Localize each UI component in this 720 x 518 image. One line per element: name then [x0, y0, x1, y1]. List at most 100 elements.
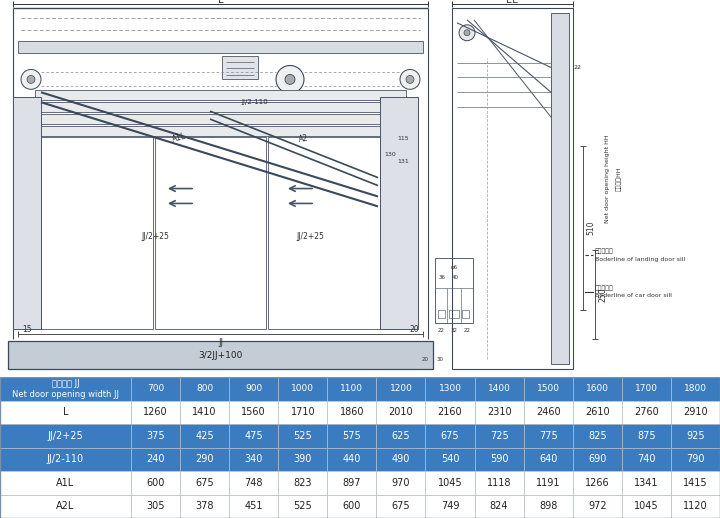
Bar: [671, 424, 720, 448]
Circle shape: [27, 76, 35, 83]
Bar: [523, 377, 572, 400]
Text: 970: 970: [392, 478, 410, 488]
Text: 575: 575: [343, 431, 361, 441]
Text: 20: 20: [421, 357, 428, 362]
Text: 36: 36: [438, 276, 446, 280]
Text: 1260: 1260: [143, 407, 168, 418]
Text: 775: 775: [539, 431, 557, 441]
Bar: [449, 310, 459, 318]
Text: EE: EE: [506, 0, 518, 5]
Text: 净开门高HH: 净开门高HH: [616, 166, 622, 191]
Bar: [0, 400, 131, 424]
Bar: [278, 471, 328, 495]
Text: 1600: 1600: [586, 384, 609, 393]
Bar: [474, 495, 523, 518]
Bar: [380, 97, 418, 329]
Bar: [328, 495, 377, 518]
Bar: [671, 495, 720, 518]
Bar: [474, 448, 523, 471]
Text: 1800: 1800: [684, 384, 707, 393]
Bar: [0, 377, 131, 400]
Bar: [551, 13, 569, 364]
Text: 2910: 2910: [683, 407, 708, 418]
Text: 700: 700: [147, 384, 164, 393]
Bar: [671, 400, 720, 424]
Text: 600: 600: [146, 478, 165, 488]
Text: 290: 290: [195, 454, 214, 464]
Text: 590: 590: [490, 454, 508, 464]
Bar: [622, 471, 671, 495]
Bar: [523, 424, 572, 448]
Bar: [278, 448, 328, 471]
Text: 240: 240: [146, 454, 165, 464]
Bar: [572, 400, 622, 424]
Bar: [229, 424, 278, 448]
Bar: [474, 400, 523, 424]
Text: 15: 15: [22, 325, 32, 334]
Text: 1100: 1100: [341, 384, 364, 393]
Bar: [377, 424, 426, 448]
Circle shape: [21, 69, 41, 89]
Text: 层门坎边线: 层门坎边线: [595, 248, 613, 254]
Bar: [523, 471, 572, 495]
Bar: [229, 400, 278, 424]
Bar: [35, 90, 406, 100]
Text: A2: A2: [298, 133, 310, 143]
Text: 451: 451: [245, 501, 263, 511]
Text: Boderline of landing door sill: Boderline of landing door sill: [595, 256, 685, 262]
Bar: [572, 448, 622, 471]
Text: 740: 740: [637, 454, 656, 464]
Text: JJ/2+25: JJ/2+25: [141, 232, 169, 241]
Bar: [377, 377, 426, 400]
Text: 800: 800: [196, 384, 213, 393]
Text: 3/2JJ+100: 3/2JJ+100: [198, 351, 243, 360]
Bar: [180, 448, 229, 471]
Bar: [35, 102, 406, 112]
Text: 675: 675: [392, 501, 410, 511]
Text: 823: 823: [294, 478, 312, 488]
Bar: [328, 424, 377, 448]
Text: 1710: 1710: [290, 407, 315, 418]
Bar: [131, 448, 180, 471]
Bar: [41, 137, 153, 329]
Bar: [523, 400, 572, 424]
Text: 875: 875: [637, 431, 656, 441]
Text: 305: 305: [146, 501, 165, 511]
Bar: [222, 55, 258, 79]
Bar: [435, 258, 473, 323]
Text: 1191: 1191: [536, 478, 560, 488]
Bar: [426, 377, 474, 400]
Circle shape: [406, 76, 414, 83]
Circle shape: [459, 25, 475, 41]
Text: 1400: 1400: [487, 384, 510, 393]
Text: 净开门宽 JJ
Net door opening width JJ: 净开门宽 JJ Net door opening width JJ: [12, 379, 119, 399]
Text: 340: 340: [245, 454, 263, 464]
Bar: [671, 377, 720, 400]
Bar: [180, 424, 229, 448]
Text: 824: 824: [490, 501, 508, 511]
Text: 1560: 1560: [241, 407, 266, 418]
Bar: [131, 424, 180, 448]
Text: 640: 640: [539, 454, 557, 464]
Bar: [523, 448, 572, 471]
Circle shape: [285, 75, 295, 84]
Text: 115: 115: [397, 136, 409, 141]
Bar: [426, 471, 474, 495]
Bar: [328, 471, 377, 495]
Text: L: L: [217, 0, 223, 5]
Text: 898: 898: [539, 501, 557, 511]
Bar: [229, 377, 278, 400]
Text: 425: 425: [195, 431, 214, 441]
Text: 2160: 2160: [438, 407, 462, 418]
Text: 972: 972: [588, 501, 607, 511]
Text: 490: 490: [392, 454, 410, 464]
Text: JJ/2-110: JJ/2-110: [242, 99, 269, 105]
Bar: [18, 41, 423, 53]
Bar: [0, 495, 131, 518]
Bar: [328, 377, 377, 400]
Text: 22: 22: [438, 328, 444, 333]
Text: 925: 925: [686, 431, 705, 441]
Text: JJ/2+25: JJ/2+25: [296, 232, 324, 241]
Text: 748: 748: [245, 478, 263, 488]
Text: 1860: 1860: [340, 407, 364, 418]
